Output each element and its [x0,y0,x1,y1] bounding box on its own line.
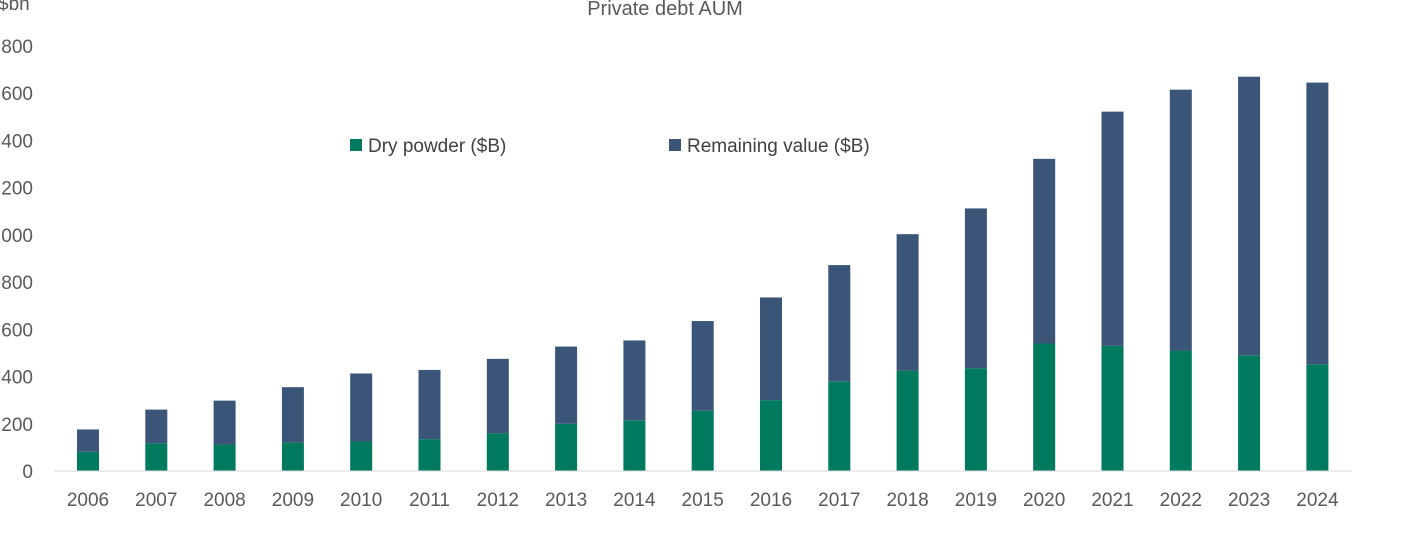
y-tick-label-9: 800 [1,37,33,58]
bar-remaining-value-2017 [828,265,851,382]
bar-dry-powder-2019 [964,368,987,471]
y-tick-label-4: 800 [1,273,33,294]
bar-remaining-value-2016 [760,297,782,401]
x-tick-label-2018: 2018 [886,490,928,511]
chart-title: Private debt AUM [587,0,743,20]
legend-label-remaining-value: Remaining value ($B) [687,136,870,157]
y-tick-label-2: 400 [1,368,33,389]
bar-remaining-value-2015 [691,321,714,411]
x-tick-label-2006: 2006 [67,490,109,511]
bar-dry-powder-2010 [350,441,373,471]
bar-dry-powder-2022 [1169,350,1192,471]
x-tick-label-2015: 2015 [682,490,724,511]
bar-dry-powder-2020 [1033,343,1056,471]
legend-swatch-remaining-value [669,139,681,151]
x-tick-label-2023: 2023 [1228,490,1270,511]
x-tick-label-2012: 2012 [477,490,519,511]
bar-remaining-value-2010 [350,373,373,442]
x-tick-label-2022: 2022 [1160,490,1202,511]
bar-dry-powder-2018 [896,370,919,471]
bar-dry-powder-2011 [418,439,441,472]
bar-remaining-value-2021 [1101,111,1124,346]
x-tick-label-2013: 2013 [545,490,587,511]
bar-remaining-value-2012 [486,358,509,434]
bar-dry-powder-2023 [1238,355,1261,471]
legend: Dry powder ($B) Remaining value ($B) [350,136,870,157]
x-tick-label-2007: 2007 [135,490,177,511]
bar-dry-powder-2007 [145,443,168,471]
x-tick-label-2017: 2017 [818,490,860,511]
bar-dry-powder-2015 [691,410,714,471]
bar-remaining-value-2024 [1306,82,1329,365]
x-tick-label-2019: 2019 [955,490,997,511]
bar-dry-powder-2014 [623,420,646,471]
bar-remaining-value-2008 [213,400,236,445]
bar-dry-powder-2006 [77,451,99,472]
legend-swatch-dry-powder [350,139,362,151]
bar-remaining-value-2009 [281,387,304,443]
bar-remaining-value-2006 [77,429,99,452]
x-tick-label-2024: 2024 [1296,490,1339,511]
y-tick-label-1: 200 [1,415,33,436]
y-tick-label-0: 0 [22,462,33,483]
bar-dry-powder-2021 [1101,345,1124,471]
bar-dry-powder-2017 [828,381,851,471]
bar-remaining-value-2019 [964,208,987,369]
x-tick-label-2011: 2011 [409,490,450,511]
x-tick-label-2020: 2020 [1023,490,1065,511]
y-tick-label-5: 000 [1,226,33,247]
bar-remaining-value-2007 [145,409,168,444]
bar-dry-powder-2008 [213,444,236,471]
x-tick-label-2016: 2016 [750,490,792,511]
bar-dry-powder-2009 [281,442,304,471]
y-tick-label-7: 400 [1,131,33,152]
bar-dry-powder-2013 [555,423,578,471]
bar-remaining-value-2013 [555,346,578,424]
bar-dry-powder-2024 [1306,364,1329,471]
x-tick-labels: 2006 2007 2008 2009 2010 2011 2012 2013 2014 2015… [67,490,1339,511]
bar-remaining-value-2011 [418,369,441,440]
bars-group [77,76,1329,472]
bar-remaining-value-2018 [896,234,919,371]
y-tick-label-6: 200 [1,179,33,200]
y-tick-labels: 0 200 400 600 800 000 200 400 600 800 [1,37,33,483]
x-tick-label-2009: 2009 [272,490,314,511]
bar-remaining-value-2022 [1169,89,1192,351]
x-tick-label-2021: 2021 [1091,490,1133,511]
y-tick-label-8: 600 [1,84,33,105]
bar-dry-powder-2016 [760,400,782,471]
bar-remaining-value-2023 [1238,76,1261,356]
bar-remaining-value-2020 [1033,158,1056,344]
x-tick-label-2014: 2014 [613,490,656,511]
y-tick-label-3: 600 [1,320,33,341]
x-tick-label-2010: 2010 [340,490,382,511]
x-tick-label-2008: 2008 [203,490,245,511]
y-axis-unit-label: $bn [0,0,30,15]
bar-remaining-value-2014 [623,340,646,421]
bar-dry-powder-2012 [486,433,509,471]
legend-label-dry-powder: Dry powder ($B) [368,136,506,157]
